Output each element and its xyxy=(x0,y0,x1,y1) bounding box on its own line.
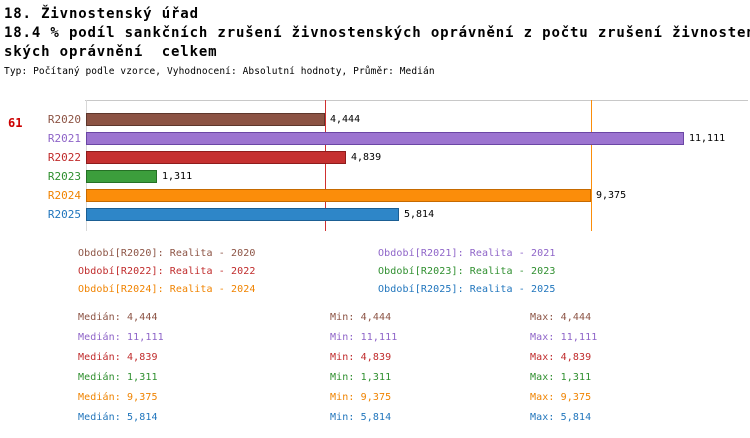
stat-min: Min: 5,814 xyxy=(330,412,392,423)
report-title: 18. Živnostenský úřad xyxy=(4,6,199,22)
legend-item: Období[R2020]: Realita - 2020 xyxy=(78,248,256,259)
stat-median: Medián: 1,311 xyxy=(78,372,158,383)
chart-row: R2025 5,814 xyxy=(0,205,750,224)
legend-item: Období[R2022]: Realita - 2022 xyxy=(78,266,256,277)
stat-min: Min: 11,111 xyxy=(330,332,398,343)
bar-track: 9,375 xyxy=(86,189,750,202)
stat-min: Min: 1,311 xyxy=(330,372,392,383)
bar-value-label: 4,444 xyxy=(330,114,361,125)
legend-item: Období[R2023]: Realita - 2023 xyxy=(378,266,556,277)
legend-item: Období[R2025]: Realita - 2025 xyxy=(378,284,556,295)
bar-category-label: R2022 xyxy=(47,151,81,164)
chart-row: R2024 9,375 xyxy=(0,186,750,205)
bar-value-label: 9,375 xyxy=(596,190,627,201)
stat-max: Max: 4,839 xyxy=(530,352,592,363)
bar-category-label: R2020 xyxy=(47,113,81,126)
bar-value-label: 4,839 xyxy=(351,152,382,163)
bar-category-label: R2021 xyxy=(47,132,81,145)
chart-axis-line xyxy=(86,100,87,231)
stat-median: Medián: 11,111 xyxy=(78,332,164,343)
bar xyxy=(86,132,684,145)
bar-track: 4,839 xyxy=(86,151,750,164)
stats-table: Medián: 4,444 Min: 4,444 Max: 4,444 Medián:… xyxy=(78,311,597,424)
legend-item: Období[R2021]: Realita - 2021 xyxy=(378,248,556,259)
bar-category-label: R2024 xyxy=(47,189,81,202)
bar-track: 11,111 xyxy=(86,132,750,145)
bar-chart: 61 R2020 4,444 R2021 11,111 R2022 4,839 R2023 1… xyxy=(0,100,750,233)
stat-median: Medián: 4,839 xyxy=(78,352,158,363)
report-subtitle-line2: ských oprávnění celkem xyxy=(4,44,218,60)
stat-max: Max: 11,111 xyxy=(530,332,598,343)
bar-track: 5,814 xyxy=(86,208,750,221)
bar xyxy=(86,170,157,183)
bar-value-label: 11,111 xyxy=(689,133,726,144)
chart-row: R2023 1,311 xyxy=(0,167,750,186)
chart-row: R2022 4,839 xyxy=(0,148,750,167)
stat-max: Max: 4,444 xyxy=(530,312,592,323)
bar xyxy=(86,208,399,221)
bar xyxy=(86,151,346,164)
report-subtitle-line1: 18.4 % podíl sankčních zrušení živnosten… xyxy=(4,25,750,41)
chart-legend: Období[R2020]: Realita - 2020 Období[R202… xyxy=(78,247,556,296)
chart-rows: R2020 4,444 R2021 11,111 R2022 4,839 R2023 1,31… xyxy=(0,110,750,224)
stat-min: Min: 4,839 xyxy=(330,352,392,363)
bar-track: 1,311 xyxy=(86,170,750,183)
stat-median: Medián: 5,814 xyxy=(78,412,158,423)
report-header: 18. Živnostenský úřad 18.4 % podíl sankč… xyxy=(4,5,750,77)
chart-top-gridline xyxy=(85,100,748,101)
bar-category-label: R2023 xyxy=(47,170,81,183)
legend-item: Období[R2024]: Realita - 2024 xyxy=(78,284,256,295)
bar-track: 4,444 xyxy=(86,113,750,126)
stat-median: Medián: 4,444 xyxy=(78,312,158,323)
row-number: 61 xyxy=(8,116,23,130)
stat-min: Min: 4,444 xyxy=(330,312,392,323)
stat-max: Max: 9,375 xyxy=(530,392,592,403)
bar-category-label: R2025 xyxy=(47,208,81,221)
chart-row: R2020 4,444 xyxy=(0,110,750,129)
report-meta: Typ: Počítaný podle vzorce, Vyhodnocení:… xyxy=(4,66,435,77)
bar-value-label: 5,814 xyxy=(404,209,435,220)
stat-max: Max: 1,311 xyxy=(530,372,592,383)
bar xyxy=(86,189,591,202)
bar-value-label: 1,311 xyxy=(162,171,193,182)
chart-row: R2021 11,111 xyxy=(0,129,750,148)
stat-median: Medián: 9,375 xyxy=(78,392,158,403)
stat-max: Max: 5,814 xyxy=(530,412,592,423)
bar xyxy=(86,113,325,126)
stat-min: Min: 9,375 xyxy=(330,392,392,403)
